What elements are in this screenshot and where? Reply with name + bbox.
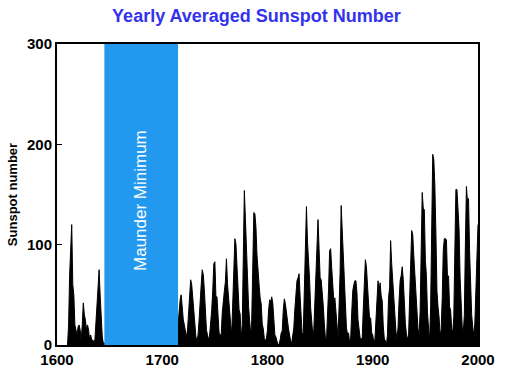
svg-text:Yearly Averaged Sunspot Number: Yearly Averaged Sunspot Number (112, 6, 401, 26)
svg-text:Sunspot number: Sunspot number (5, 143, 20, 246)
svg-text:300: 300 (27, 35, 52, 52)
svg-text:1800: 1800 (251, 351, 284, 368)
svg-text:1700: 1700 (146, 351, 179, 368)
svg-text:1600: 1600 (40, 351, 73, 368)
svg-text:Maunder Minimum: Maunder Minimum (131, 130, 150, 271)
svg-text:2000: 2000 (461, 351, 494, 368)
svg-text:100: 100 (27, 236, 52, 253)
svg-text:0: 0 (44, 336, 52, 353)
svg-text:200: 200 (27, 136, 52, 153)
svg-text:1900: 1900 (356, 351, 389, 368)
